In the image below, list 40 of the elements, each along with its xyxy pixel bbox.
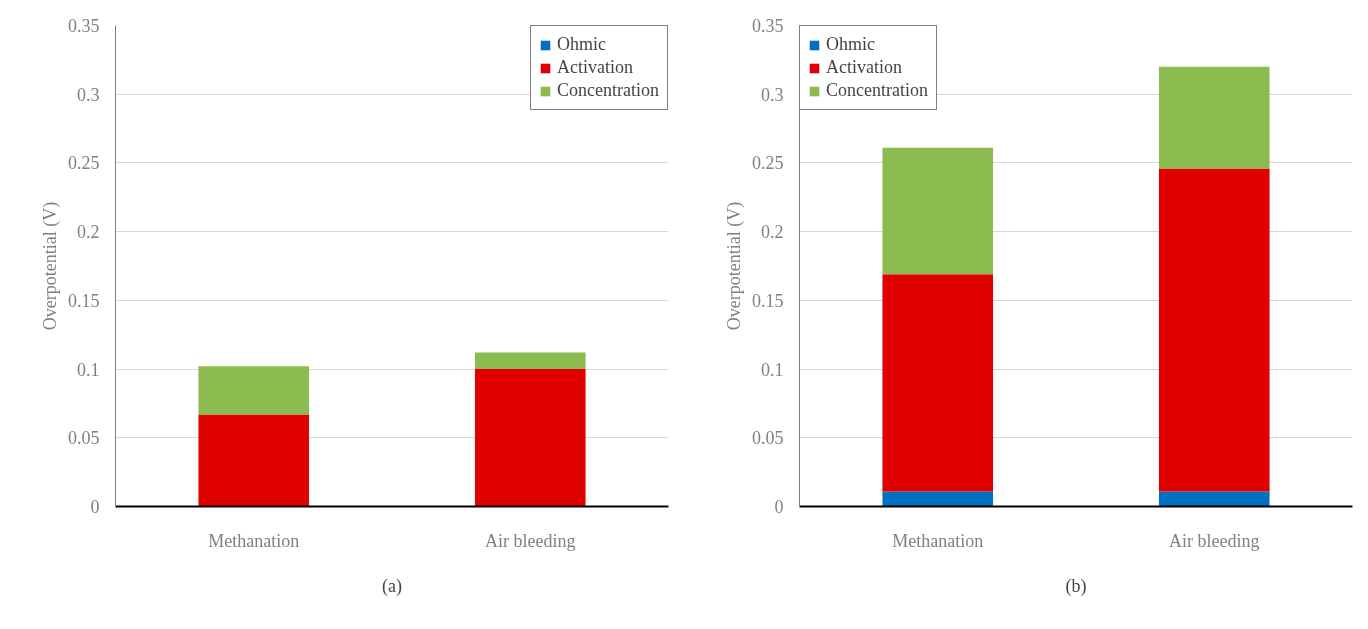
y-tick-label: 0.25	[752, 153, 784, 174]
legend-label: Concentration	[557, 80, 659, 101]
bar	[882, 274, 994, 492]
y-axis-title: Overpotential (V)	[40, 201, 61, 331]
y-tick-label: 0.1	[77, 359, 100, 380]
y-tick-label: 0.15	[752, 290, 784, 311]
y-tick-label: 0	[774, 497, 784, 517]
bar	[1158, 491, 1270, 507]
y-tick-label: 0.15	[68, 290, 100, 311]
text: (b)	[1065, 575, 1087, 597]
legend-label: Ohmic	[557, 34, 607, 55]
y-tick-label: 0.3	[761, 84, 784, 105]
legend-label: Ohmic	[826, 34, 875, 55]
bar	[198, 414, 310, 507]
y-tick-label: 0.25	[68, 153, 100, 174]
bar	[1158, 168, 1270, 492]
y-tick-label: 0	[90, 497, 100, 517]
bar	[474, 369, 586, 507]
bar	[882, 147, 994, 275]
x-tick-label: Air bleeding	[1169, 530, 1260, 551]
bar	[198, 366, 310, 415]
y-axis-title: Overpotential (V)	[724, 201, 745, 331]
legend-label: Concentration	[826, 80, 928, 101]
y-tick-label: 0.2	[77, 222, 100, 243]
y-tick-label: 0.35	[68, 16, 100, 36]
text: (a)	[382, 575, 402, 597]
y-tick-label: 0.35	[752, 16, 784, 36]
legend-label: Activation	[557, 57, 633, 78]
x-tick-label: Methanation	[892, 530, 984, 551]
legend-label: Activation	[826, 57, 902, 78]
y-tick-label: 0.05	[752, 428, 784, 449]
y-tick-label: 0.3	[77, 84, 100, 105]
x-tick-label: Methanation	[208, 530, 300, 551]
y-tick-label: 0.05	[68, 428, 100, 449]
y-tick-label: 0.1	[761, 359, 784, 380]
bar	[882, 491, 994, 507]
x-tick-label: Air bleeding	[485, 530, 576, 551]
bar	[474, 352, 586, 370]
y-tick-label: 0.2	[761, 222, 784, 243]
bar	[1158, 66, 1270, 169]
